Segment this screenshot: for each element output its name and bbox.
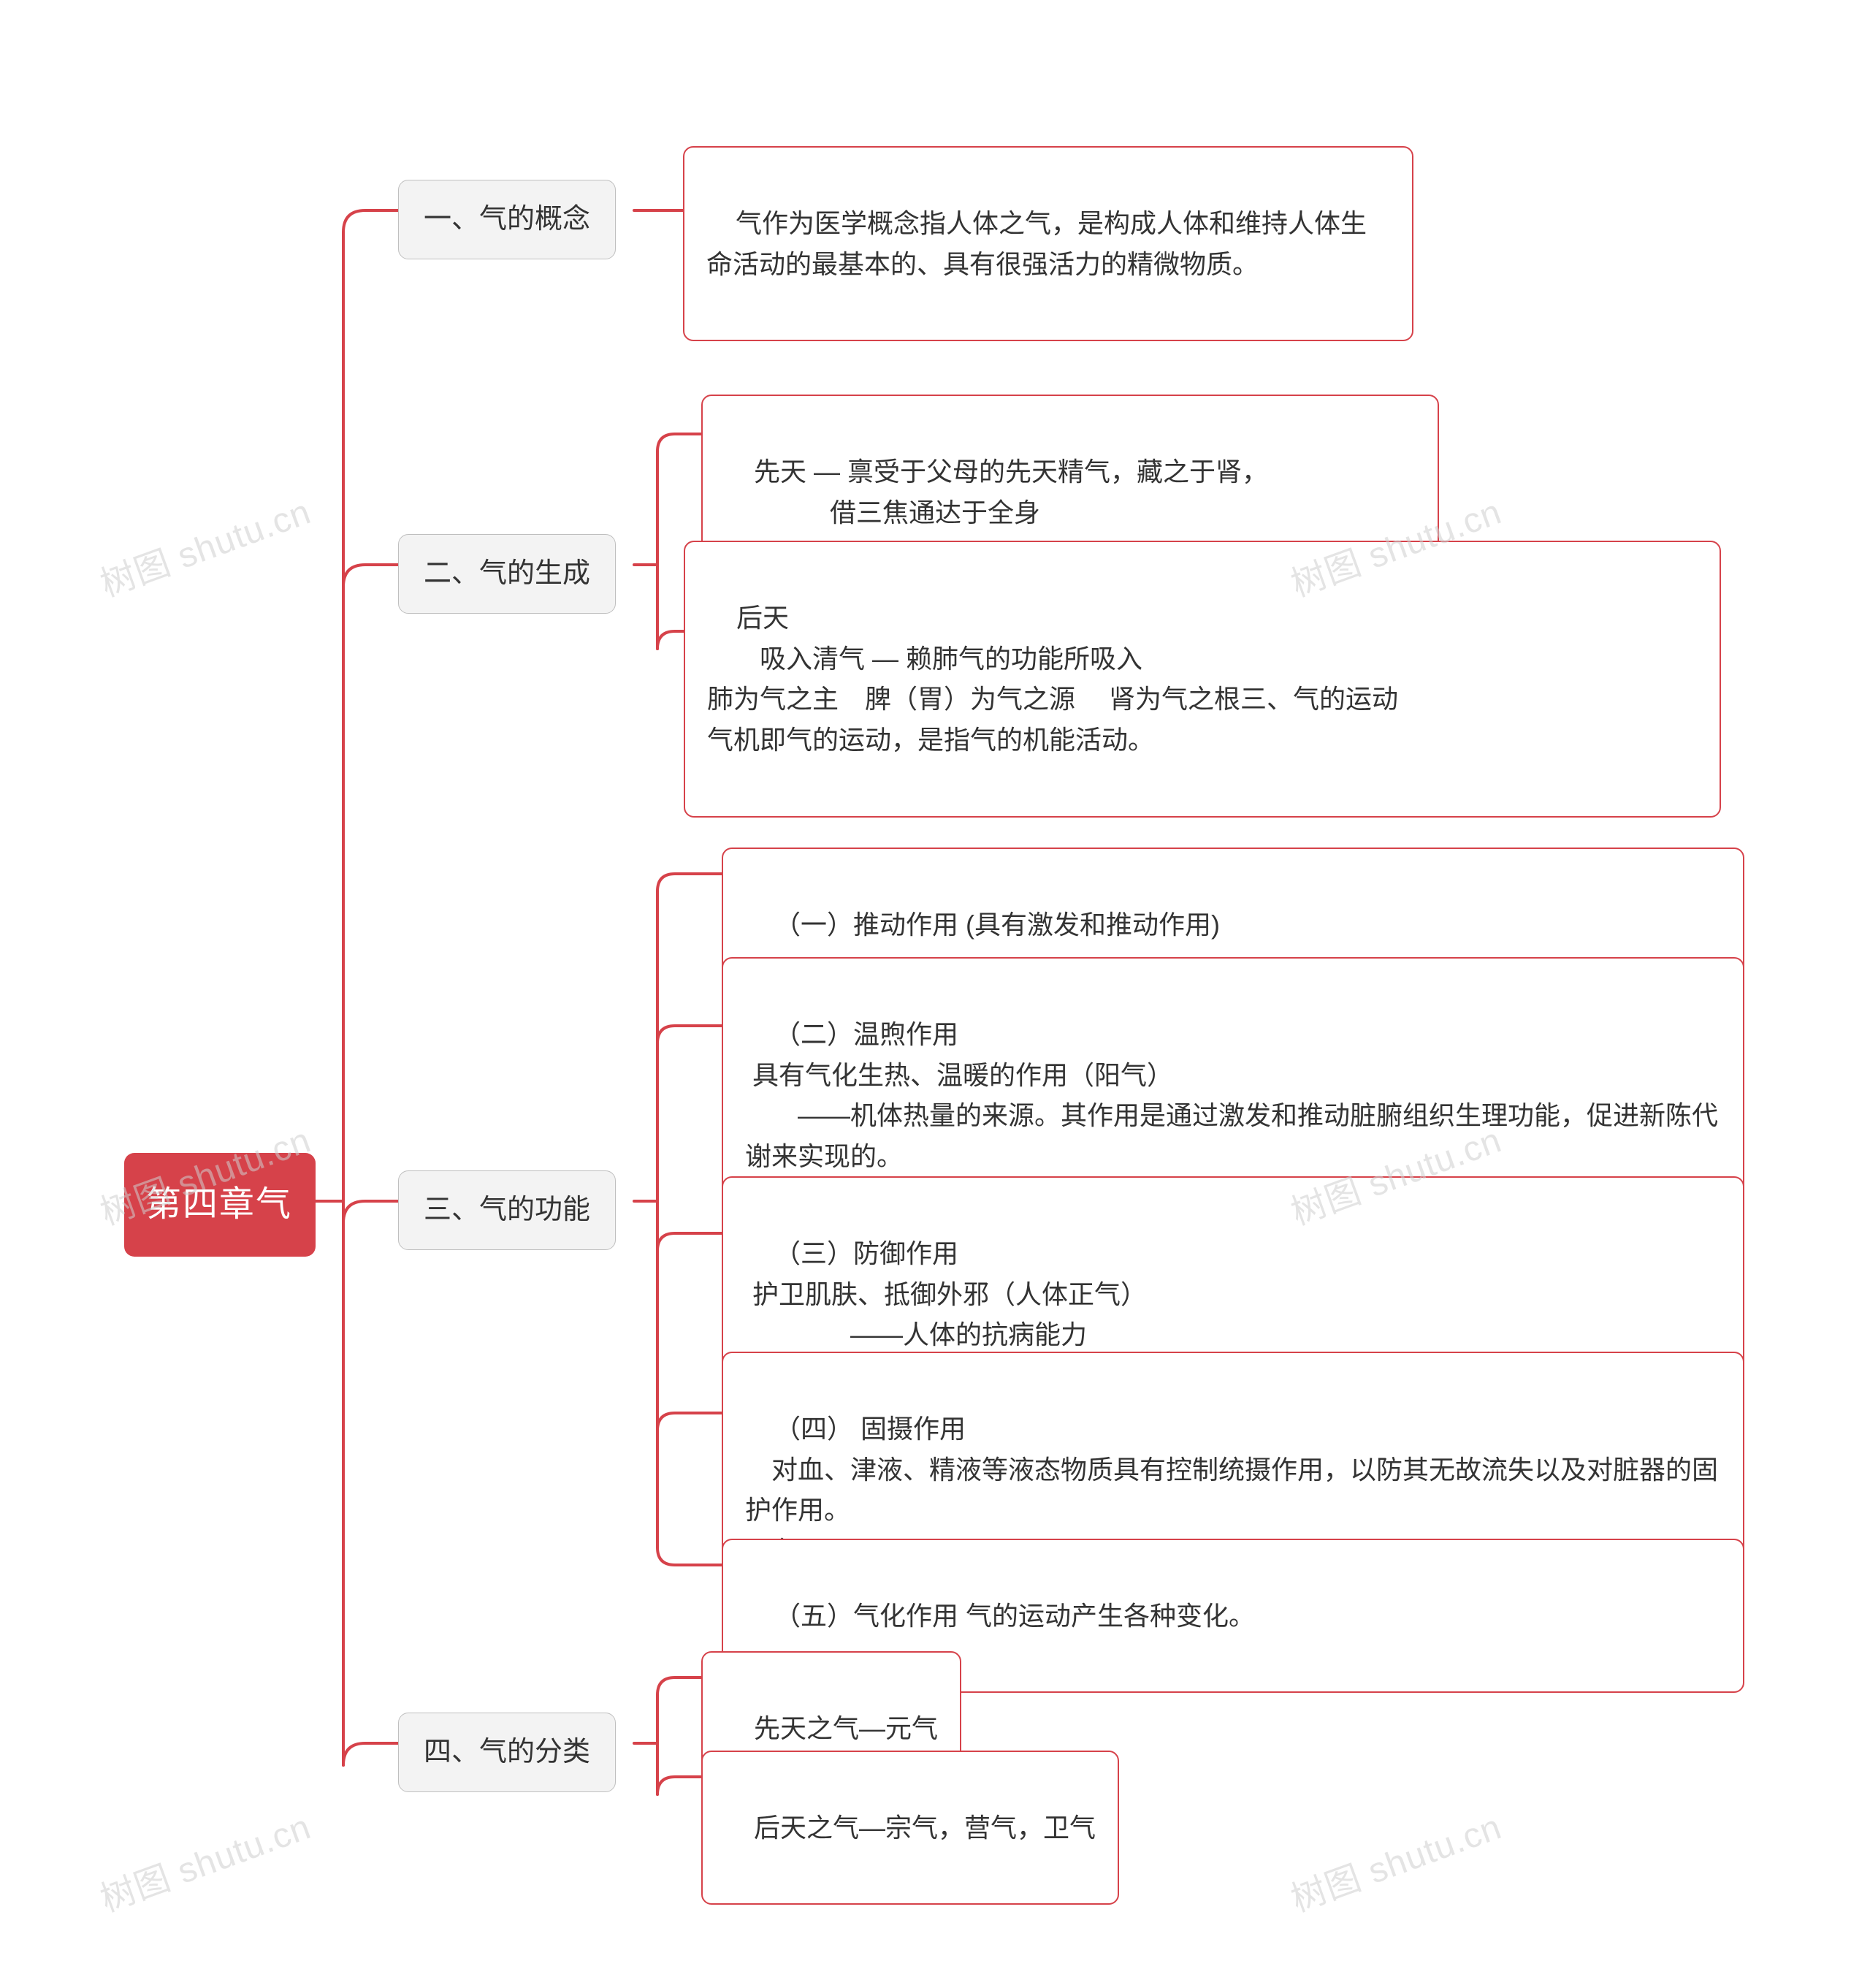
leaf-text: （五）气化作用 气的运动产生各种变化。 [774, 1601, 1255, 1631]
section-2-label: 二、气的生成 [424, 558, 590, 589]
section-3-label: 三、气的功能 [424, 1195, 590, 1225]
leaf-text: （一）推动作用 (具有激发和推动作用) [774, 910, 1220, 940]
leaf-text: （二）温煦作用 具有气化生热、温暖的作用（阳气） ——机体热量的来源。其作用是通… [745, 1019, 1718, 1171]
root-label: 第四章气 [146, 1185, 292, 1224]
section-2-leaf-2[interactable]: 后天 吸入清气 — 赖肺气的功能所吸入 肺为气之主 脾（胃）为气之源 肾为气之根… [684, 541, 1721, 818]
leaf-text: 后天 吸入清气 — 赖肺气的功能所吸入 肺为气之主 脾（胃）为气之源 肾为气之根… [707, 603, 1398, 755]
root-node[interactable]: 第四章气 [124, 1153, 316, 1257]
section-4[interactable]: 四、气的分类 [398, 1713, 616, 1792]
section-3[interactable]: 三、气的功能 [398, 1170, 616, 1250]
section-4-leaf-2[interactable]: 后天之气—宗气，营气，卫气 [701, 1751, 1119, 1905]
section-1-label: 一、气的概念 [424, 204, 590, 235]
section-1-leaf-1[interactable]: 气作为医学概念指人体之气，是构成人体和维持人体生命活动的最基本的、具有很强活力的… [683, 146, 1413, 341]
watermark: 树图 shutu.cn [1283, 1798, 1508, 1922]
mindmap-canvas: 第四章气 一、气的概念 气作为医学概念指人体之气，是构成人体和维持人体生命活动的… [0, 0, 1870, 1988]
leaf-text: （三）防御作用 护卫肌肤、抵御外邪（人体正气） ——人体的抗病能力 [745, 1238, 1147, 1350]
leaf-text: 后天之气—宗气，营气，卫气 [754, 1813, 1096, 1843]
watermark: 树图 shutu.cn [92, 483, 317, 606]
leaf-text: 先天 — 禀受于父母的先天精气，藏之于肾， 借三焦通达于全身 [725, 457, 1268, 528]
leaf-text: 气作为医学概念指人体之气，是构成人体和维持人体生命活动的最基本的、具有很强活力的… [706, 208, 1367, 279]
section-4-label: 四、气的分类 [424, 1737, 590, 1767]
section-2[interactable]: 二、气的生成 [398, 534, 616, 614]
leaf-text: 先天之气—元气 [754, 1713, 938, 1743]
section-1[interactable]: 一、气的概念 [398, 180, 616, 259]
watermark: 树图 shutu.cn [92, 1798, 317, 1922]
